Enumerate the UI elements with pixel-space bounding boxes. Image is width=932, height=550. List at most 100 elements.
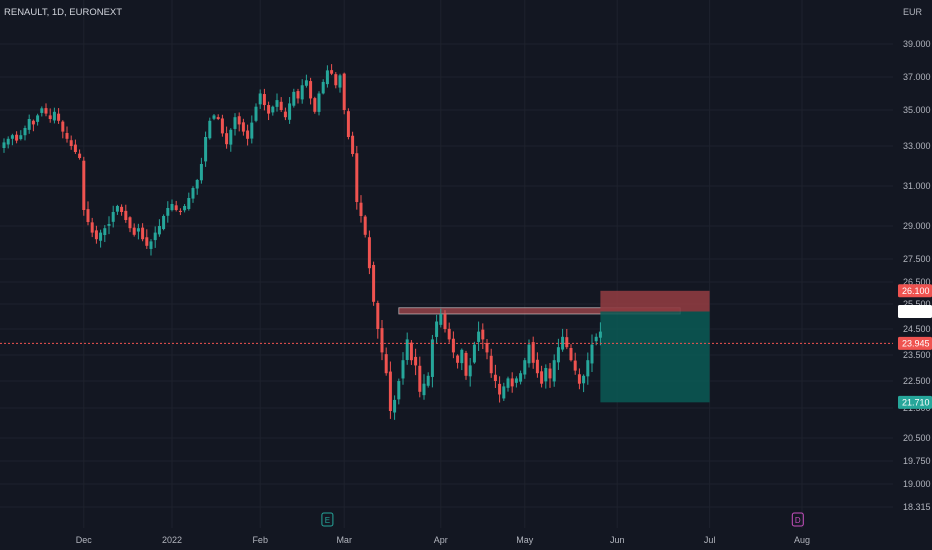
- price-tick-label: 26.500: [903, 277, 931, 287]
- candle-body: [443, 314, 447, 329]
- earnings-marker[interactable]: [321, 512, 334, 527]
- candle-body: [136, 228, 140, 232]
- candle-body: [334, 74, 338, 86]
- candle-body: [384, 354, 388, 374]
- candle-body: [590, 344, 594, 364]
- price-tick-label: 27.500: [903, 254, 931, 264]
- chart-grid: [0, 0, 893, 528]
- candle-body: [141, 227, 145, 240]
- candle-body: [250, 122, 254, 139]
- candle-body: [376, 302, 380, 329]
- symbol-title[interactable]: RENAULT, 1D, EURONEXT: [4, 7, 122, 18]
- candle-body: [149, 241, 153, 249]
- stop-zone[interactable]: [600, 290, 710, 312]
- candle-body: [103, 228, 107, 236]
- target-zone[interactable]: [600, 311, 710, 403]
- time-axis[interactable]: Dec 2022 Feb Mar Apr May Jun Jul Aug: [76, 535, 810, 545]
- candle-body: [82, 160, 86, 210]
- price-level-tag[interactable]: [898, 284, 932, 298]
- candle-body: [69, 140, 73, 146]
- candle-body: [330, 70, 334, 74]
- candle-body: [498, 383, 502, 395]
- candle-body: [258, 93, 262, 105]
- trade-zones[interactable]: [398, 290, 710, 403]
- candle-body: [380, 328, 384, 353]
- time-tick-label: Mar: [336, 535, 352, 545]
- candle-body: [506, 378, 510, 388]
- candle-body: [44, 108, 48, 114]
- candle-body: [36, 115, 40, 122]
- candle-body: [27, 119, 31, 130]
- price-tick-label: 31.000: [903, 181, 931, 191]
- price-level-label: 26.100: [902, 286, 930, 296]
- candle-body: [527, 344, 531, 364]
- candle-body: [111, 212, 115, 222]
- candle-body: [397, 381, 401, 400]
- candle-body: [401, 360, 405, 379]
- candle-body: [414, 356, 418, 366]
- candle-body: [40, 108, 44, 113]
- candle-body: [23, 128, 27, 136]
- candle-body: [477, 331, 481, 342]
- price-level-tag[interactable]: [898, 395, 932, 409]
- candle-body: [481, 329, 485, 340]
- candle-body: [519, 373, 523, 382]
- candle-body: [351, 135, 355, 154]
- candle-body: [246, 130, 250, 139]
- candle-body: [531, 342, 535, 363]
- candle-body: [372, 264, 376, 302]
- candle-body: [94, 230, 98, 240]
- candle-body: [493, 374, 497, 381]
- price-level-tag[interactable]: [898, 305, 932, 318]
- candle-body: [313, 98, 317, 112]
- candle-body: [145, 237, 149, 246]
- time-tick-label: Apr: [434, 535, 448, 545]
- candle-body: [128, 217, 132, 229]
- candle-body: [174, 205, 178, 210]
- candle-body: [275, 100, 279, 107]
- candle-body: [552, 360, 556, 382]
- price-tick-label: 25.500: [903, 299, 931, 309]
- candle-body: [6, 138, 10, 145]
- price-tick-label: 39.000: [903, 39, 931, 49]
- price-tick-label: 19.750: [903, 456, 931, 466]
- price-tick-label: 22.500: [903, 376, 931, 386]
- currency-label: EUR: [903, 7, 923, 17]
- candle-body: [435, 321, 439, 337]
- candle-body: [204, 137, 208, 162]
- candle-body: [279, 101, 283, 110]
- time-tick-label: Dec: [76, 535, 93, 545]
- candle-body: [405, 339, 409, 360]
- dividend-marker[interactable]: [791, 512, 804, 527]
- candle-body: [157, 226, 161, 235]
- candle-body: [19, 135, 23, 140]
- candle-body: [296, 91, 300, 99]
- candle-body: [367, 237, 371, 269]
- candle-body: [2, 142, 6, 148]
- candle-body: [292, 91, 296, 106]
- price-level-tag[interactable]: [898, 336, 932, 350]
- earnings-marker-label: E: [325, 516, 330, 525]
- candle-body: [472, 344, 476, 363]
- candle-body: [124, 210, 128, 220]
- candle-body: [233, 117, 237, 129]
- candle-body: [573, 360, 577, 371]
- candle-body: [162, 216, 166, 230]
- candle-body: [237, 116, 241, 125]
- candle-body: [178, 210, 182, 212]
- price-axis[interactable]: 39.000 37.000 35.000 33.000 31.000 29.000 27.5…: [898, 39, 932, 512]
- candle-body: [460, 349, 464, 364]
- candle-body: [288, 103, 292, 120]
- candle-body: [439, 314, 443, 325]
- candle-body: [321, 81, 325, 94]
- price-level-label: 23.945: [902, 339, 930, 349]
- candle-body: [48, 115, 52, 119]
- candle-body: [225, 133, 229, 145]
- price-tick-label: 19.000: [903, 479, 931, 489]
- candle-body: [153, 232, 157, 241]
- candle-body: [561, 336, 565, 350]
- candle-body: [363, 216, 367, 235]
- candle-body: [304, 80, 308, 86]
